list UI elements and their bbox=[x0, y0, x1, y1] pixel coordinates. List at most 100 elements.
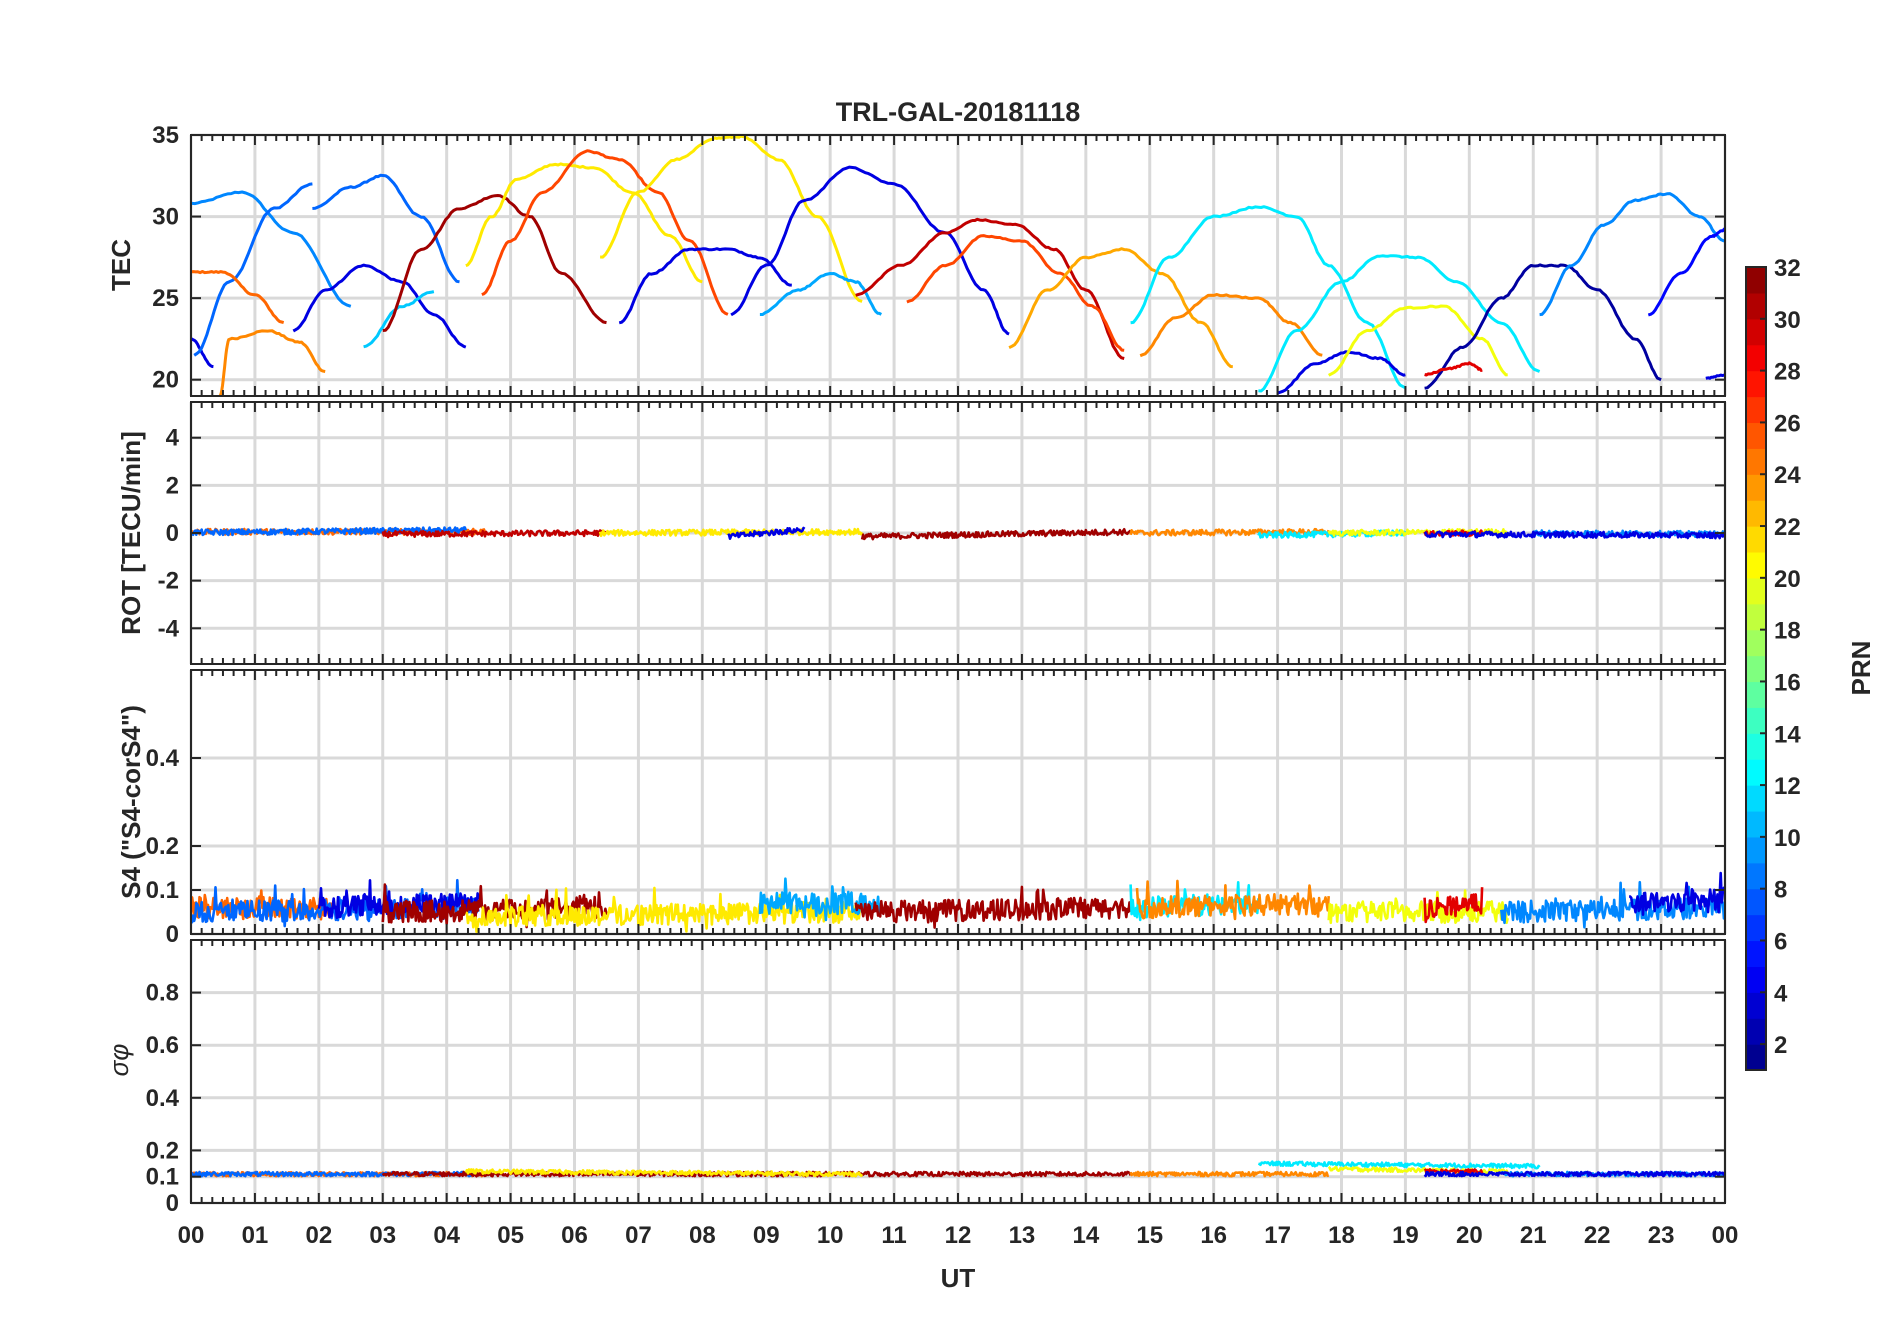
colorbar-swatch bbox=[1746, 267, 1766, 294]
y-tick-label: 4 bbox=[166, 425, 180, 452]
x-tick-label: 14 bbox=[1072, 1222, 1099, 1249]
colorbar-swatch bbox=[1746, 914, 1766, 942]
x-tick-label: 18 bbox=[1328, 1222, 1355, 1249]
series-line-prn-4 bbox=[292, 263, 467, 349]
y-tick-label: 0.1 bbox=[146, 877, 179, 904]
colorbar-tick-label: 10 bbox=[1774, 825, 1801, 852]
colorbar-swatch bbox=[1746, 810, 1766, 838]
y-tick-label: -2 bbox=[158, 568, 179, 595]
colorbar-swatch bbox=[1746, 577, 1766, 605]
colorbar-tick-label: 20 bbox=[1774, 566, 1801, 593]
x-tick-label: 08 bbox=[689, 1222, 716, 1249]
y-tick-label: 30 bbox=[152, 204, 179, 231]
colorbar-tick-label: 28 bbox=[1774, 359, 1801, 386]
series-line-prn-26 bbox=[906, 234, 1125, 352]
x-tick-label: 15 bbox=[1136, 1222, 1163, 1249]
colorbar-swatch bbox=[1746, 785, 1766, 812]
colorbar-tick-label: 18 bbox=[1774, 618, 1801, 645]
series-group bbox=[191, 1160, 1725, 1178]
y-tick-label: 20 bbox=[152, 367, 179, 394]
colorbar-tick-label: 12 bbox=[1774, 773, 1801, 800]
series-line-prn-4 bbox=[1628, 871, 1725, 916]
colorbar-tick-label: 30 bbox=[1774, 307, 1801, 334]
colorbar-tick-label: 6 bbox=[1774, 928, 1787, 955]
colorbar-swatch bbox=[1746, 448, 1766, 475]
colorbar-swatch bbox=[1746, 759, 1766, 786]
y-tick-label: 0.4 bbox=[146, 1085, 180, 1112]
x-tick-label: 12 bbox=[945, 1222, 972, 1249]
y-tick-label: 0.6 bbox=[146, 1032, 179, 1059]
colorbar-swatch bbox=[1746, 1018, 1766, 1045]
series-line-prn-20 bbox=[1327, 304, 1508, 377]
colorbar-swatch bbox=[1746, 862, 1766, 890]
series-line-prn-10 bbox=[758, 877, 883, 922]
series-line-prn-8 bbox=[193, 182, 313, 357]
x-tick-label: 23 bbox=[1648, 1222, 1675, 1249]
colorbar-swatch bbox=[1746, 603, 1766, 631]
y-tick-label: 0.2 bbox=[146, 1137, 179, 1164]
series-line-prn-31 bbox=[382, 194, 607, 332]
x-tick-label: 00 bbox=[178, 1222, 205, 1249]
y-tick-label: 35 bbox=[152, 122, 179, 149]
series-line-prn-12 bbox=[1257, 529, 1407, 539]
colorbar-tick-label: 16 bbox=[1774, 669, 1801, 696]
s4-ylabel: S4 ("S4-corS4") bbox=[116, 705, 146, 899]
series-line-prn-12 bbox=[1130, 205, 1407, 390]
y-tick-label: 0.1 bbox=[146, 1164, 179, 1191]
y-tick-label: -4 bbox=[158, 615, 180, 642]
colorbar-swatch bbox=[1746, 500, 1766, 527]
colorbar-tick-label: 32 bbox=[1774, 255, 1801, 282]
colorbar-swatch bbox=[1746, 551, 1766, 579]
series-line-prn-31 bbox=[860, 528, 1132, 541]
series-line-prn-24 bbox=[218, 329, 326, 396]
x-axis-label: UT bbox=[941, 1263, 976, 1293]
colorbar-tick-label: 24 bbox=[1774, 462, 1801, 489]
colorbar-swatch bbox=[1746, 1044, 1766, 1071]
colorbar-swatch bbox=[1746, 888, 1766, 916]
colorbar-swatch bbox=[1746, 422, 1766, 449]
series-line-prn-4 bbox=[191, 337, 214, 369]
tec-ylabel: TEC bbox=[106, 239, 136, 291]
series-line-prn-29 bbox=[1424, 361, 1483, 377]
series-line-prn-29 bbox=[1423, 1168, 1484, 1175]
x-tick-label: 19 bbox=[1392, 1222, 1419, 1249]
series-line-prn-21 bbox=[600, 135, 863, 303]
series-line-prn-24 bbox=[1135, 879, 1330, 921]
chart-title: TRL-GAL-20181118 bbox=[836, 97, 1081, 127]
y-tick-label: 2 bbox=[166, 472, 179, 499]
series-line-prn-4 bbox=[618, 247, 792, 325]
series-line-prn-30 bbox=[855, 217, 1125, 360]
x-tick-label: 07 bbox=[625, 1222, 652, 1249]
series-line-prn-25 bbox=[191, 270, 285, 325]
x-tick-label: 01 bbox=[242, 1222, 269, 1249]
sigma-phi-ylabel: σφ bbox=[104, 1044, 134, 1077]
series-line-prn-4 bbox=[730, 165, 1010, 336]
x-tick-label: 10 bbox=[817, 1222, 844, 1249]
series-line-prn-4 bbox=[1423, 530, 1725, 540]
colorbar-tick-label: 2 bbox=[1774, 1032, 1787, 1059]
x-tick-label: 17 bbox=[1264, 1222, 1291, 1249]
series-line-prn-4 bbox=[1423, 1170, 1725, 1178]
series-line-prn-26 bbox=[481, 149, 729, 316]
x-tick-label: 22 bbox=[1584, 1222, 1611, 1249]
y-tick-label: 25 bbox=[152, 285, 179, 312]
x-tick-label: 20 bbox=[1456, 1222, 1483, 1249]
x-tick-label: 21 bbox=[1520, 1222, 1547, 1249]
colorbar-tick-label: 8 bbox=[1774, 877, 1787, 904]
series-line-prn-2 bbox=[1424, 263, 1662, 390]
colorbar-swatch bbox=[1746, 318, 1766, 346]
series-line-prn-5 bbox=[1647, 227, 1725, 317]
y-tick-label: 0.4 bbox=[146, 745, 180, 772]
colorbar-swatch bbox=[1746, 940, 1766, 967]
series-line-prn-9 bbox=[1539, 192, 1725, 317]
series-line-prn-8 bbox=[312, 173, 460, 284]
minor-ticks bbox=[190, 402, 1726, 664]
colorbar-frame bbox=[1745, 266, 1767, 1071]
colorbar-swatch bbox=[1746, 396, 1766, 424]
panel-s4: 0 0.1 0.2 0.4 bbox=[146, 669, 1727, 948]
colorbar-label: PRN bbox=[1846, 641, 1876, 696]
colorbar-swatch bbox=[1746, 992, 1766, 1019]
x-tick-label: 13 bbox=[1009, 1222, 1036, 1249]
series-line-prn-20 bbox=[1327, 889, 1509, 925]
